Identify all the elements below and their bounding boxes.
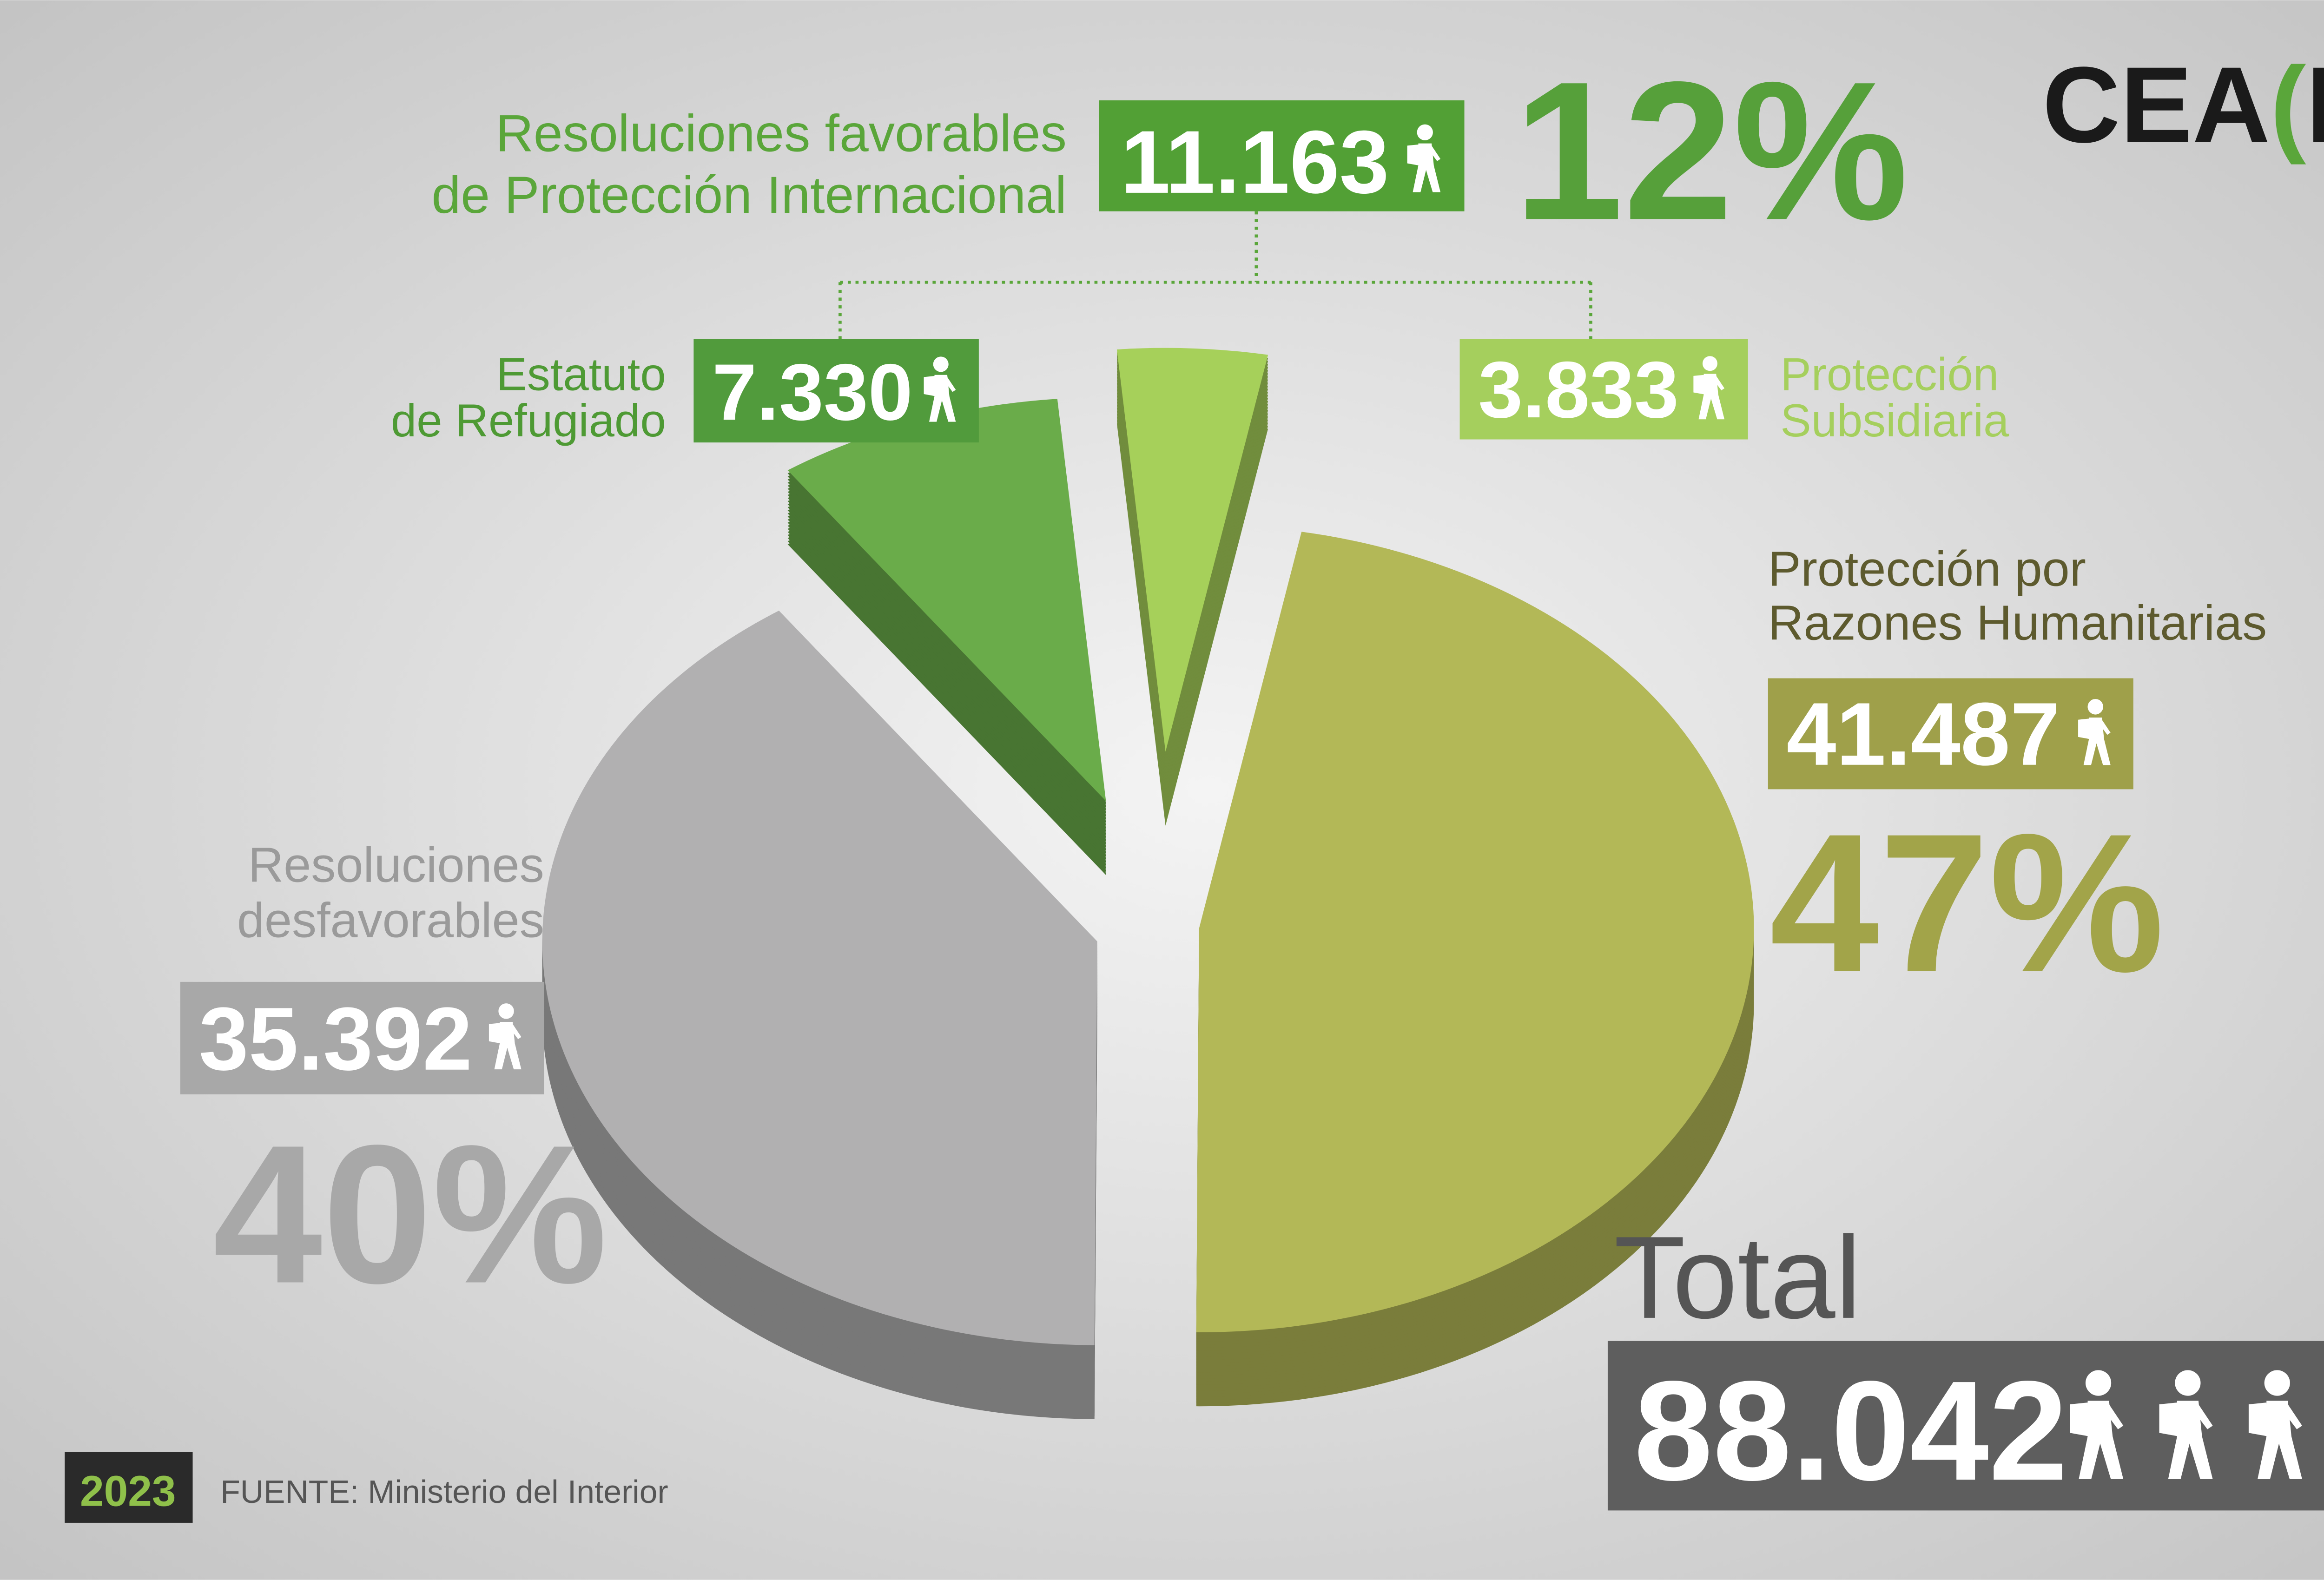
- value-box: [180, 981, 544, 1094]
- category-label: Razones Humanitarias: [1768, 596, 2267, 651]
- category-label: Protección: [1780, 349, 1999, 400]
- category-label: Resoluciones: [248, 837, 544, 892]
- category-label: desfavorables: [237, 893, 544, 948]
- value-label: 41.487: [1787, 684, 2060, 784]
- slice: [542, 611, 1097, 1345]
- value-label: 7.330: [712, 347, 913, 437]
- year: 2023: [80, 1467, 176, 1515]
- logo-text: CEA: [2042, 45, 2270, 165]
- group-label: Resoluciones favorables: [495, 104, 1066, 162]
- total-value: 88.042: [1634, 1351, 2067, 1510]
- group-value-box: [1099, 100, 1465, 211]
- source: FUENTE: Ministerio del Interior: [220, 1474, 668, 1510]
- logo-bracket: (: [2270, 45, 2306, 165]
- category-label: Protección por: [1768, 542, 2086, 597]
- category-label: de Refugiado: [391, 395, 666, 447]
- value-label: 3.833: [1478, 345, 1679, 434]
- logo: CEA(R): [2042, 45, 2324, 165]
- group-value: 11.163: [1121, 112, 1389, 212]
- total-box: [1607, 1341, 2324, 1511]
- total-label: Total: [1614, 1212, 1861, 1343]
- category-label: Subsidiaria: [1780, 395, 2009, 447]
- percent-label: 47%: [1769, 793, 2165, 1013]
- logo-text: R: [2306, 45, 2324, 165]
- group-percent: 12%: [1514, 40, 1909, 261]
- value-label: 35.392: [199, 989, 472, 1089]
- group-label: de Protección Internacional: [432, 165, 1067, 224]
- slice: [787, 399, 1106, 801]
- year-box: [65, 1452, 193, 1523]
- pie: [542, 348, 1754, 1419]
- percent-label: 40%: [213, 1104, 608, 1324]
- value-box: [1768, 678, 2133, 790]
- category-label: Estatuto: [496, 349, 666, 400]
- slice: [1196, 532, 1754, 1333]
- slice: [1116, 348, 1268, 752]
